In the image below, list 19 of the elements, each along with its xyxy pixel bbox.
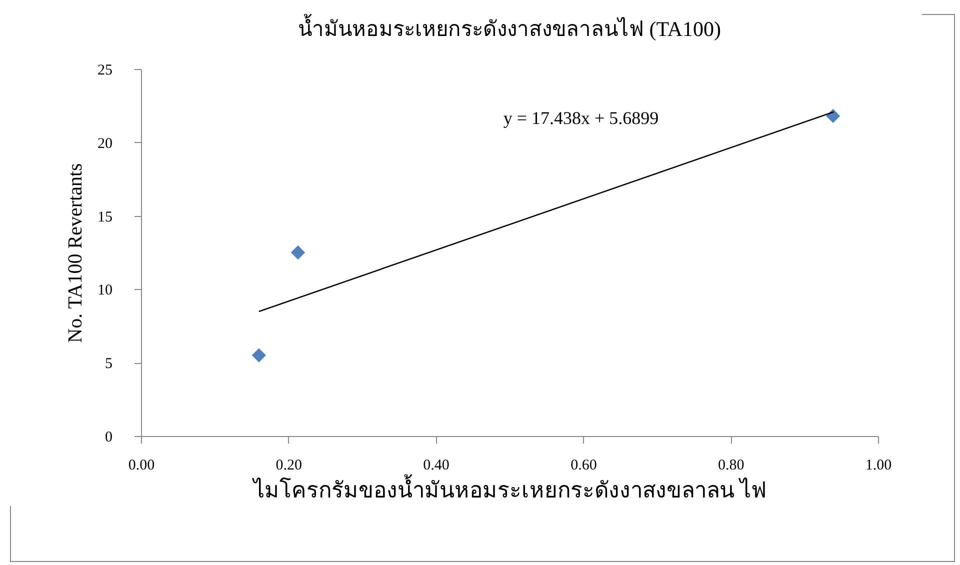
x-tick-label: 0.60 [570, 458, 597, 474]
x-tick-label: 0.40 [423, 458, 450, 474]
y-tick-label: 0 [105, 430, 112, 446]
x-tick-label: 0.80 [718, 458, 744, 474]
x-axis-title: ไมโครกรัมของน้ำมันหอมระเหยกระดังงาสงขลาลน ไฟ [251, 474, 767, 502]
y-tick-label: 20 [98, 136, 112, 152]
x-tick-label: 1.00 [865, 458, 892, 474]
y-tick-label: 5 [105, 356, 112, 372]
y-axis-title: No. TA100 Revertants [64, 162, 86, 343]
x-tick-label: 0.20 [276, 458, 302, 474]
point [290, 245, 306, 260]
y-tick-label: 15 [98, 209, 112, 226]
y-tick-label: 25 [98, 62, 112, 78]
annotation: y = 17.438x + 5.6899 [503, 108, 659, 128]
x-tick-label: 0.00 [128, 458, 155, 474]
point [252, 348, 266, 362]
y-tick-label: 10 [98, 282, 112, 299]
point [826, 108, 840, 124]
chart-title: น้ำมันหอมระเหยกระดังงาสงขลาลนไฟ (TA100) [298, 14, 722, 41]
